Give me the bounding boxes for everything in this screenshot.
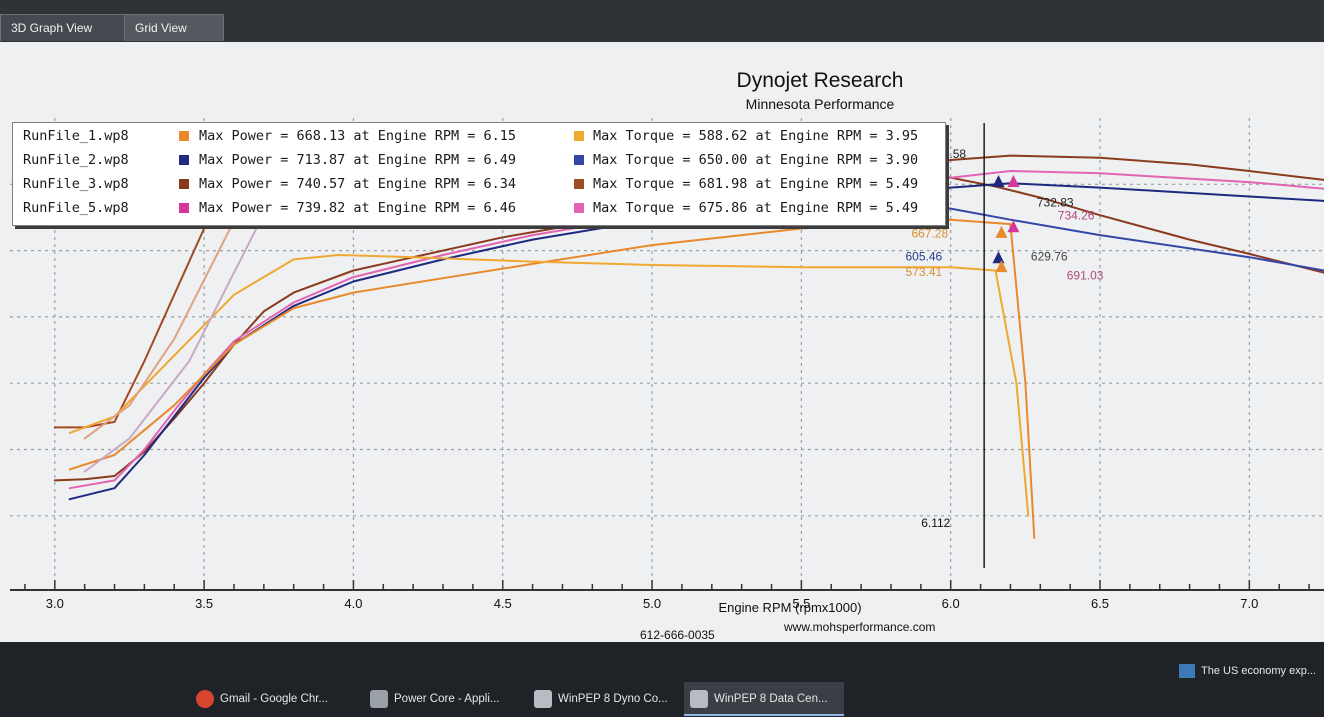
x-tick-label: 4.0 xyxy=(344,596,362,611)
taskbar-item-label: WinPEP 8 Data Cen... xyxy=(714,693,828,705)
news-icon xyxy=(1179,664,1196,678)
taskbar-item-label: Power Core - Appli... xyxy=(394,693,500,705)
legend-max-power: Max Power = 713.87 at Engine RPM = 6.49 xyxy=(199,152,516,168)
legend-max-torque: Max Torque = 681.98 at Engine RPM = 5.49 xyxy=(593,176,919,192)
footer-phone: 612-666-0035 xyxy=(640,628,715,642)
taskbar-item-gmail[interactable]: Gmail - Google Chr... xyxy=(190,682,350,716)
legend-row: RunFile_1.wp8 Max Power = 668.13 at Engi… xyxy=(13,125,943,148)
footer-website: www.mohsperformance.com xyxy=(784,620,936,634)
series-line xyxy=(83,183,280,473)
series-line xyxy=(68,182,1324,501)
legend-torque-swatch xyxy=(574,155,584,165)
windows-taskbar: Gmail - Google Chr... Power Core - Appli… xyxy=(0,642,1324,717)
cursor-marker xyxy=(995,260,1008,273)
series-line xyxy=(68,254,1030,517)
value-annotation: 691.03 xyxy=(1067,268,1104,282)
news-headline: The US economy exp... xyxy=(1201,664,1316,677)
x-axis-label: Engine RPM (rpmx1000) xyxy=(718,600,861,615)
chart-title-block: Dynojet Research Minnesota Performance xyxy=(700,68,940,114)
value-annotation: 605.46 xyxy=(905,250,942,264)
legend-file-name: RunFile_3.wp8 xyxy=(23,176,129,192)
taskbar-item-label: Gmail - Google Chr... xyxy=(220,693,329,705)
cursor-marker xyxy=(1007,174,1020,187)
legend-row: RunFile_3.wp8 Max Power = 740.57 at Engi… xyxy=(13,173,943,196)
legend-file-name: RunFile_2.wp8 xyxy=(23,152,129,168)
x-tick-label: 4.5 xyxy=(494,596,512,611)
value-annotation: 667.28 xyxy=(911,226,948,240)
news-widget[interactable]: The US economy exp... xyxy=(1179,664,1316,678)
chart-legend: RunFile_1.wp8 Max Power = 668.13 at Engi… xyxy=(12,122,946,226)
legend-file-name: RunFile_5.wp8 xyxy=(23,200,129,216)
x-tick-label: 6.5 xyxy=(1091,596,1109,611)
x-tick-label: 6.0 xyxy=(942,596,960,611)
chart-subtitle: Minnesota Performance xyxy=(745,96,895,112)
tab-grid-view[interactable]: Grid View xyxy=(124,14,224,41)
value-annotation: 6.112 xyxy=(921,516,950,530)
legend-max-torque: Max Torque = 588.62 at Engine RPM = 3.95 xyxy=(593,128,919,144)
x-tick-label: 3.0 xyxy=(46,596,64,611)
cursor-marker xyxy=(1007,220,1020,233)
winpep-icon xyxy=(534,690,552,708)
series-line xyxy=(68,218,1036,539)
tab-3d-graph-view[interactable]: 3D Graph View xyxy=(0,14,126,41)
value-annotation: 573.41 xyxy=(905,265,942,279)
chart-title: Dynojet Research xyxy=(736,69,904,92)
winpep-icon xyxy=(690,690,708,708)
legend-max-torque: Max Torque = 650.00 at Engine RPM = 3.90 xyxy=(593,152,919,168)
value-annotation: 734.26 xyxy=(1058,209,1095,223)
taskbar-item-winpep-data[interactable]: WinPEP 8 Data Cen... xyxy=(684,682,844,716)
legend-torque-swatch xyxy=(574,203,584,213)
legend-power-swatch xyxy=(179,131,189,141)
legend-max-power: Max Power = 740.57 at Engine RPM = 6.34 xyxy=(199,176,516,192)
taskbar-item-label: WinPEP 8 Dyno Co... xyxy=(558,693,668,705)
dyno-chart: 3.0 3.5 4.0 4.5 5.0 5.5 6.0 6.5 7.0 Engine RPM (r… xyxy=(10,118,1324,615)
view-tab-bar: 3D Graph View Grid View xyxy=(0,0,1324,42)
taskbar-item-power-core[interactable]: Power Core - Appli... xyxy=(364,682,524,716)
x-tick-label: 5.5 xyxy=(792,596,810,611)
legend-file-name: RunFile_1.wp8 xyxy=(23,128,129,144)
value-annotation: 629.76 xyxy=(1031,250,1068,264)
legend-power-swatch xyxy=(179,203,189,213)
legend-torque-swatch xyxy=(574,179,584,189)
legend-row: RunFile_5.wp8 Max Power = 739.82 at Engi… xyxy=(13,197,943,220)
cursor-marker xyxy=(992,251,1005,264)
x-tick-label: 3.5 xyxy=(195,596,213,611)
legend-power-swatch xyxy=(179,179,189,189)
legend-torque-swatch xyxy=(574,131,584,141)
x-tick-label: 7.0 xyxy=(1240,596,1258,611)
legend-max-power: Max Power = 668.13 at Engine RPM = 6.15 xyxy=(199,128,516,144)
legend-row: RunFile_2.wp8 Max Power = 713.87 at Engi… xyxy=(13,149,943,172)
legend-max-power: Max Power = 739.82 at Engine RPM = 6.46 xyxy=(199,200,516,216)
value-annotation: 732.83 xyxy=(1037,195,1074,209)
taskbar-item-winpep-dyno[interactable]: WinPEP 8 Dyno Co... xyxy=(528,682,688,716)
x-tick-label: 5.0 xyxy=(643,596,661,611)
legend-power-swatch xyxy=(179,155,189,165)
legend-max-torque: Max Torque = 675.86 at Engine RPM = 5.49 xyxy=(593,200,919,216)
power-core-icon xyxy=(370,690,388,708)
series-line xyxy=(68,170,1324,490)
cursor-marker xyxy=(995,225,1008,238)
cursor-marker xyxy=(992,174,1005,187)
chrome-icon xyxy=(196,690,214,708)
